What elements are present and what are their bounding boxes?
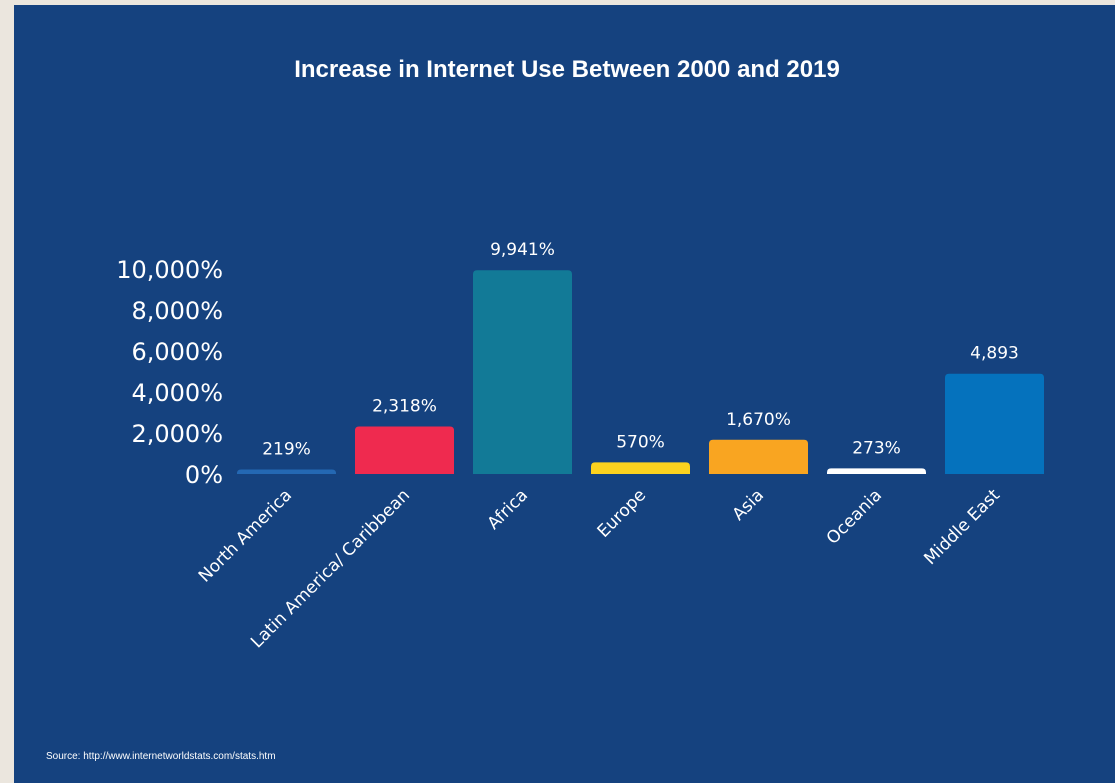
- bar-latin-america-caribbean: [355, 426, 454, 474]
- bar-north-america: [237, 469, 336, 474]
- data-label-asia: 1,670%: [726, 410, 791, 430]
- bars: [237, 270, 1044, 474]
- bar-europe: [591, 462, 690, 474]
- bar-asia: [709, 439, 808, 474]
- x-label-europe: Europe: [594, 485, 650, 541]
- y-tick-label: 2,000%: [131, 420, 223, 448]
- x-label-asia: Asia: [729, 485, 768, 524]
- source-note: Source: http://www.internetworldstats.co…: [46, 751, 276, 762]
- chart-title: Increase in Internet Use Between 2000 an…: [294, 56, 840, 83]
- y-axis-ticks: 0% 2,000% 4,000% 6,000% 8,000% 10,000%: [116, 256, 223, 489]
- y-tick-label: 6,000%: [131, 338, 223, 366]
- data-label-africa: 9,941%: [490, 240, 555, 260]
- x-label-africa: Africa: [484, 485, 532, 533]
- data-label-oceania: 273%: [852, 438, 901, 458]
- bar-africa: [473, 270, 572, 474]
- data-labels: 219% 2,318% 9,941% 570% 1,670% 273% 4,893: [262, 240, 1019, 459]
- y-tick-label: 0%: [185, 461, 223, 489]
- x-label-oceania: Oceania: [823, 485, 886, 548]
- data-label-europe: 570%: [616, 432, 665, 452]
- x-label-north-america: North America: [195, 485, 296, 586]
- y-tick-label: 10,000%: [116, 256, 223, 284]
- bar-oceania: [827, 468, 926, 474]
- data-label-latin-america-caribbean: 2,318%: [372, 396, 437, 416]
- y-tick-label: 4,000%: [131, 379, 223, 407]
- data-label-middle-east: 4,893: [970, 344, 1019, 364]
- y-tick-label: 8,000%: [131, 297, 223, 325]
- x-label-middle-east: Middle East: [920, 485, 1004, 569]
- bar-middle-east: [945, 373, 1044, 474]
- data-label-north-america: 219%: [262, 440, 311, 460]
